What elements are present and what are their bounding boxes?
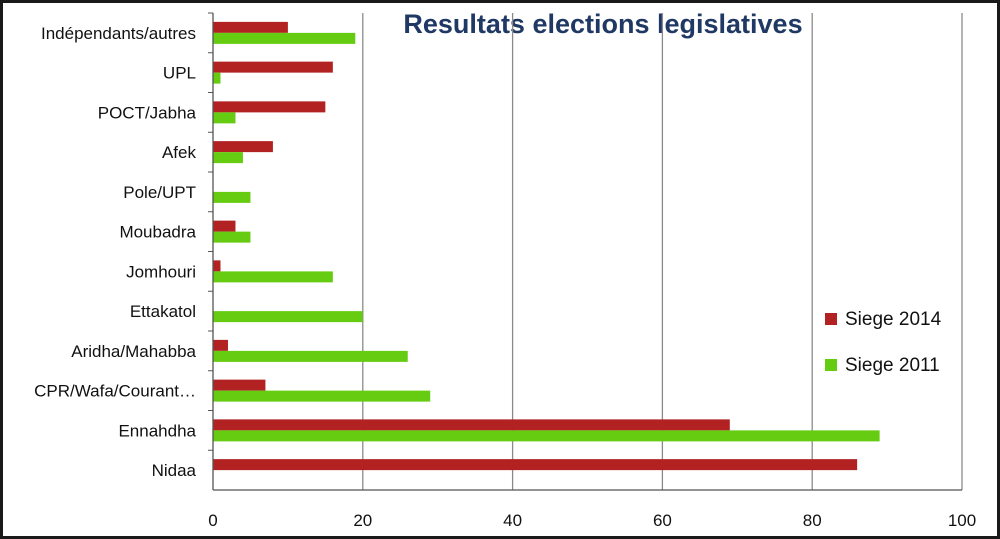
category-label: CPR/Wafa/Courant…	[34, 382, 196, 401]
bar-siege-2014	[213, 260, 221, 272]
category-label: Aridha/Mahabba	[71, 342, 196, 361]
x-tick-label: 60	[653, 511, 672, 530]
bar-siege-2011	[213, 152, 243, 164]
x-tick-label: 80	[803, 511, 822, 530]
category-label: UPL	[163, 64, 196, 83]
grid-lines	[362, 13, 963, 490]
bar-siege-2014	[213, 419, 730, 431]
bar-siege-2014	[213, 141, 273, 153]
bar-siege-2014	[213, 220, 236, 232]
legend-swatch	[825, 359, 837, 371]
bar-siege-2014	[213, 21, 288, 33]
bar-siege-2014	[213, 61, 333, 73]
category-labels: Indépendants/autres UPL POCT/Jabha Afek Pole…	[34, 24, 196, 480]
category-label: Ennahdha	[118, 421, 196, 440]
bar-chart: Resultats elections legislatives Indépen…	[34, 9, 976, 530]
legend: Siege 2014 Siege 2011	[825, 309, 942, 376]
bar-siege-2011	[213, 191, 251, 203]
bar-siege-2011	[213, 430, 880, 442]
category-label: Indépendants/autres	[41, 24, 196, 43]
bar-siege-2011	[213, 271, 333, 283]
bars	[213, 21, 880, 471]
chart-title: Resultats elections legislatives	[403, 9, 802, 39]
category-label: Afek	[162, 143, 197, 162]
category-label: POCT/Jabha	[98, 103, 197, 122]
bar-siege-2014	[213, 101, 326, 113]
bar-siege-2011	[213, 32, 356, 44]
bar-siege-2011	[213, 112, 236, 124]
x-tick-label: 100	[948, 511, 976, 530]
bar-siege-2014	[213, 459, 858, 471]
legend-label: Siege 2014	[845, 309, 942, 330]
category-label: Jomhouri	[126, 262, 196, 281]
bar-siege-2011	[213, 350, 408, 362]
bar-siege-2011	[213, 231, 251, 243]
legend-swatch	[825, 313, 837, 325]
category-label: Moubadra	[119, 223, 196, 242]
bar-siege-2011	[213, 311, 363, 323]
bar-siege-2014	[213, 339, 228, 351]
category-label: Nidaa	[152, 461, 197, 480]
x-tick-label: 20	[353, 511, 372, 530]
category-label: Ettakatol	[130, 302, 196, 321]
bar-siege-2014	[213, 379, 266, 391]
legend-label: Siege 2011	[845, 355, 940, 376]
x-tick-label: 40	[503, 511, 522, 530]
x-tick-label: 0	[208, 511, 217, 530]
x-tick-labels: 0 20 40 60 80 100	[208, 511, 976, 530]
bar-siege-2011	[213, 72, 221, 84]
bar-siege-2011	[213, 390, 431, 402]
category-label: Pole/UPT	[123, 183, 196, 202]
axes	[208, 12, 962, 491]
